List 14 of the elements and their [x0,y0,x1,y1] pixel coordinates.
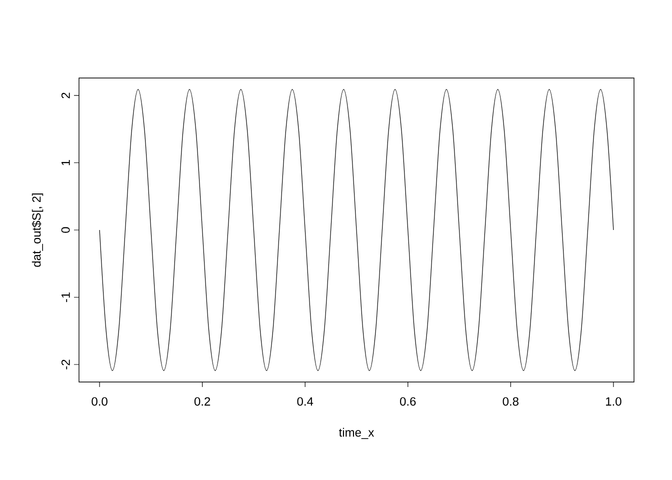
x-tick-label: 1.0 [606,397,622,406]
y-tick-label: -1 [62,292,70,302]
x-tick-label: 0.0 [92,397,108,406]
y-axis-title: dat_out$S[, 2] [32,194,44,267]
x-tick-label: 0.2 [194,397,210,406]
y-tick-label: 2 [61,92,70,98]
x-tick-label: 0.6 [400,397,416,406]
x-axis-title: time_x [339,428,374,439]
y-tick-label: 0 [61,227,70,233]
x-tick-label: 0.8 [502,397,518,406]
y-tick-label: -2 [61,360,70,370]
line-series [99,89,614,371]
y-tick-label: 1 [62,160,70,166]
x-tick-label: 0.4 [297,397,314,406]
